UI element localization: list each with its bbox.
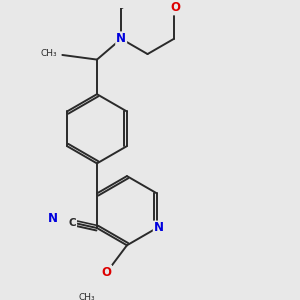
Text: O: O	[171, 2, 181, 14]
Text: CH₃: CH₃	[79, 293, 96, 300]
Text: C: C	[69, 218, 76, 228]
Text: CH₃: CH₃	[40, 49, 57, 58]
Text: N: N	[116, 32, 126, 45]
Text: N: N	[48, 212, 58, 225]
Text: O: O	[101, 266, 111, 279]
Text: N: N	[154, 221, 164, 235]
